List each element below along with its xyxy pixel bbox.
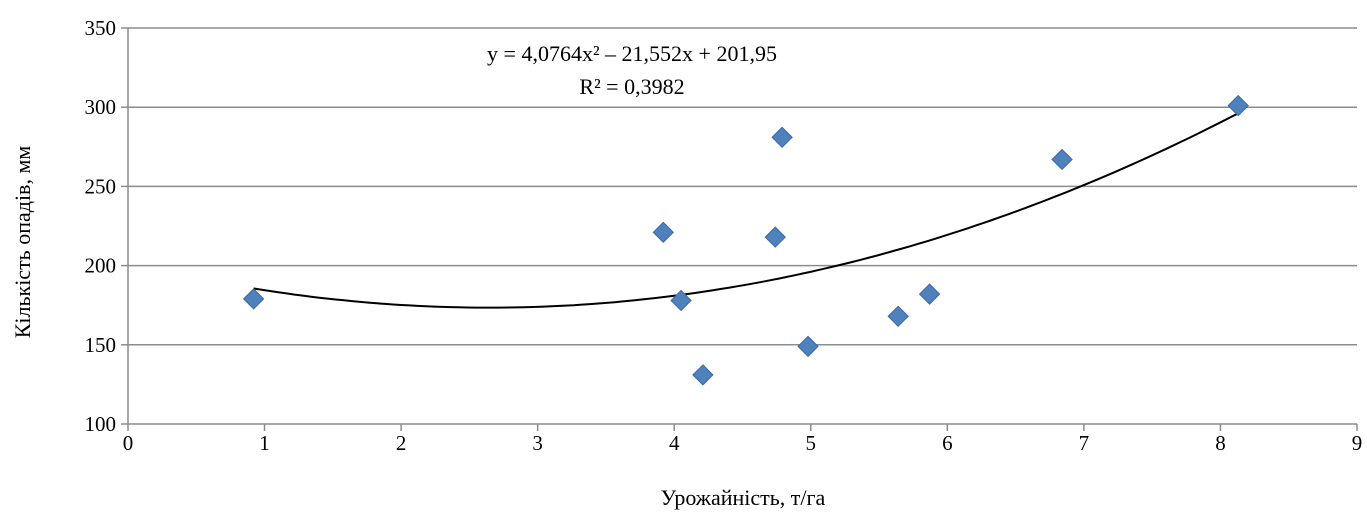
trendline-equation: y = 4,0764x² – 21,552x + 201,95	[487, 41, 777, 66]
x-tick-label: 9	[1352, 431, 1363, 455]
x-tick-label: 1	[259, 431, 270, 455]
data-point	[692, 364, 714, 386]
data-point	[1051, 148, 1073, 171]
axes	[127, 28, 1357, 425]
x-tick-label: 8	[1215, 431, 1226, 455]
r-squared-label: R² = 0,3982	[579, 74, 684, 99]
x-tick-label: 7	[1079, 431, 1090, 455]
x-axis-title: Урожайність, т/га	[661, 485, 826, 510]
data-point	[771, 126, 793, 149]
y-axis-title: Кількість опадів, мм	[10, 146, 35, 339]
y-tick-label: 300	[85, 95, 117, 119]
x-tick-label: 3	[532, 431, 543, 455]
y-tick-label: 100	[85, 412, 117, 436]
x-tick-label: 2	[396, 431, 407, 455]
y-tick-label: 350	[85, 16, 117, 40]
data-point	[764, 226, 786, 248]
x-axis-ticks: 0 1 2 3 4 5 6 7 8 9	[123, 424, 1363, 455]
data-point	[652, 221, 675, 244]
x-tick-label: 6	[942, 431, 953, 455]
y-tick-label: 200	[85, 254, 117, 278]
data-point	[670, 289, 692, 312]
y-axis-ticks: 100 150 200 250 300 350	[85, 16, 128, 436]
data-points	[242, 94, 1249, 386]
x-tick-label: 0	[123, 431, 134, 455]
y-tick-label: 150	[85, 333, 117, 357]
gridlines	[128, 27, 1357, 346]
data-point	[918, 283, 941, 305]
x-tick-label: 5	[806, 431, 817, 455]
trendline	[253, 112, 1239, 309]
data-point	[242, 288, 265, 310]
data-point	[1227, 94, 1249, 117]
x-tick-label: 4	[669, 431, 680, 455]
y-tick-label: 250	[85, 174, 117, 198]
data-point	[887, 305, 909, 327]
data-point	[797, 335, 819, 358]
